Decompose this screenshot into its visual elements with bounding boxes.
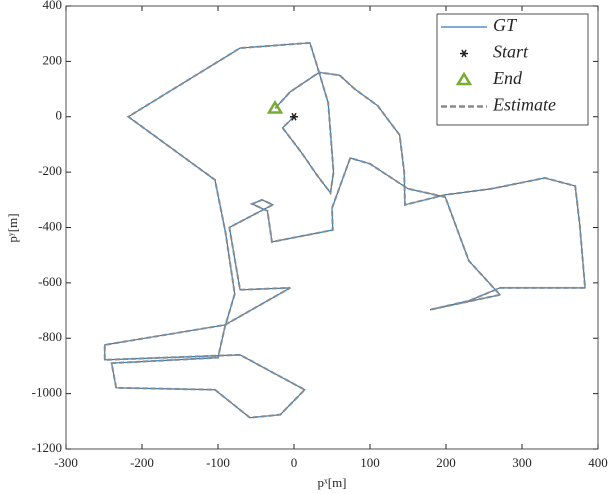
y-tick-label: -1200: [32, 440, 62, 455]
legend-label: End: [492, 68, 523, 88]
x-axis-label: pˣ[m]: [317, 475, 346, 490]
x-tick-label: -100: [206, 455, 230, 470]
y-tick-label: 0: [56, 108, 63, 123]
start-marker: [460, 49, 468, 58]
y-tick-label: 200: [43, 52, 63, 67]
trajectory-line: [103, 41, 587, 419]
start-marker: [290, 112, 298, 121]
y-tick-label: -800: [38, 329, 62, 344]
x-tick-label: 0: [291, 455, 298, 470]
end-marker: [455, 71, 473, 86]
y-tick-label: -400: [38, 218, 62, 233]
x-tick-label: 300: [512, 455, 532, 470]
legend-label: Estimate: [492, 95, 556, 115]
y-tick-label: 400: [43, 0, 63, 12]
y-tick-label: -600: [38, 274, 62, 289]
legend-label: Start: [493, 42, 529, 62]
legend-label: GT: [493, 15, 518, 35]
y-tick-label: -200: [38, 163, 62, 178]
x-tick-label: 400: [588, 455, 608, 470]
x-tick-label: -300: [54, 455, 78, 470]
x-tick-label: 100: [360, 455, 380, 470]
y-tick-label: -1000: [32, 385, 62, 400]
y-axis-label: pʸ[m]: [5, 213, 20, 242]
end-marker: [266, 100, 284, 114]
x-tick-label: -200: [130, 455, 154, 470]
x-tick-label: 200: [436, 455, 456, 470]
